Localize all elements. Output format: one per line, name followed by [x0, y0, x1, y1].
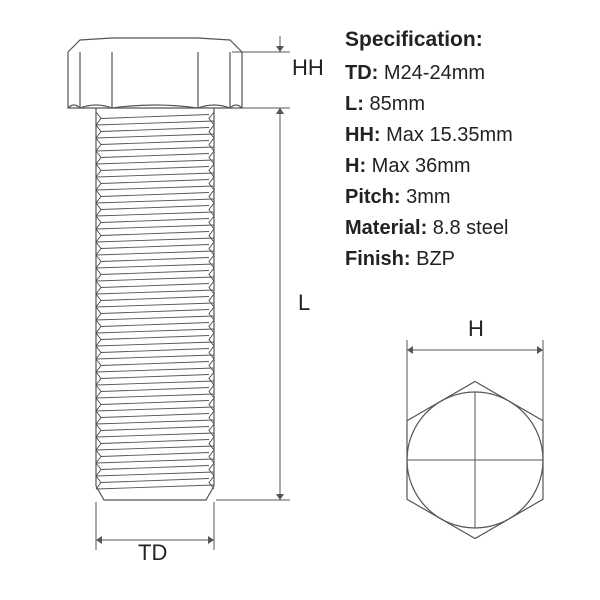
spec-row: Material: 8.8 steel: [345, 217, 585, 240]
spec-row: L: 85mm: [345, 93, 585, 116]
spec-value: 8.8 steel: [427, 217, 508, 239]
spec-value: M24-24mm: [378, 62, 485, 84]
spec-label: HH:: [345, 124, 381, 146]
spec-label: H:: [345, 155, 366, 177]
svg-text:L: L: [298, 290, 310, 315]
spec-label: Material:: [345, 217, 427, 239]
spec-label: Finish:: [345, 248, 411, 270]
spec-label: TD:: [345, 62, 378, 84]
spec-value: 3mm: [401, 186, 451, 208]
spec-row: Pitch: 3mm: [345, 186, 585, 209]
svg-text:HH: HH: [292, 55, 324, 80]
svg-text:TD: TD: [138, 540, 167, 565]
bolt-side-diagram: TDLHH: [40, 30, 320, 570]
specification-block: Specification: TD: M24-24mm L: 85mm HH: Ma…: [345, 28, 585, 279]
spec-value: BZP: [411, 248, 455, 270]
spec-row: TD: M24-24mm: [345, 62, 585, 85]
spec-label: L:: [345, 93, 364, 115]
spec-value: Max 36mm: [366, 155, 470, 177]
spec-row: Finish: BZP: [345, 248, 585, 271]
svg-text:H: H: [468, 316, 484, 341]
spec-label: Pitch:: [345, 186, 401, 208]
hex-top-diagram: H: [380, 310, 570, 550]
spec-value: 85mm: [364, 93, 425, 115]
spec-row: HH: Max 15.35mm: [345, 124, 585, 147]
spec-title: Specification:: [345, 28, 585, 52]
spec-value: Max 15.35mm: [381, 124, 513, 146]
spec-row: H: Max 36mm: [345, 155, 585, 178]
